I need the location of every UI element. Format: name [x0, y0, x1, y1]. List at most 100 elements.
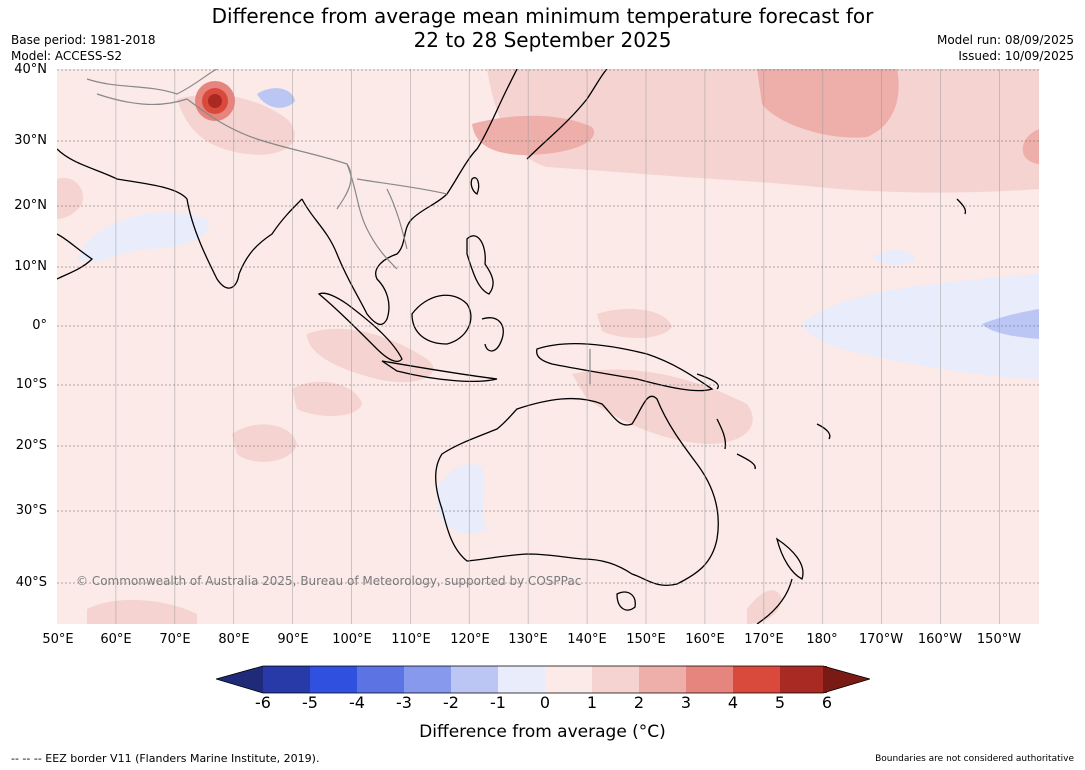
colorbar-label: 4 [727, 693, 739, 712]
coastline-sulawesi [481, 317, 504, 352]
anomaly-region-tasman [747, 590, 782, 624]
lon-label-150w: 150°W [976, 632, 1022, 647]
anomaly-region-arabia [57, 177, 83, 219]
colorbar-label: 1 [586, 693, 598, 712]
anomaly-hotspot-inner [208, 94, 222, 108]
coastline-australia [434, 395, 719, 586]
model-run: Model run: 08/09/2025 [936, 33, 1074, 47]
coastline-solomon-islands [696, 373, 719, 390]
coastline-india [57, 148, 303, 289]
colorbar-swatch [780, 666, 827, 693]
border-china-south [356, 178, 448, 195]
lat-label-equator: 0° [32, 318, 47, 333]
anomaly-region-sumatra [307, 328, 434, 383]
anomaly-region-australia-cool [437, 464, 487, 534]
colorbar-label: 5 [774, 693, 786, 712]
anomaly-region-tibet-cool [257, 88, 295, 108]
colorbar-title: Difference from average (°C) [419, 722, 666, 742]
colorbar-swatch [357, 666, 404, 693]
colorbar-label: -6 [255, 693, 271, 712]
map-canvas [57, 69, 1039, 624]
colorbar-label: -3 [396, 693, 412, 712]
coastline-new-zealand-south [756, 578, 793, 624]
anomaly-region-hawaii-cool [872, 250, 915, 265]
lat-label-20s: 20°S [15, 438, 47, 453]
border-indochina [386, 188, 408, 250]
lon-label-110e: 110°E [391, 632, 431, 647]
colorbar-swatch [263, 666, 310, 693]
border-myanmar [346, 163, 398, 270]
colorbar-swatch [733, 666, 780, 693]
title-line-1: Difference from average mean minimum tem… [211, 4, 874, 28]
anomaly-region-south-west [87, 599, 197, 624]
lat-label-40n: 40°N [14, 62, 47, 77]
coastlines [57, 69, 967, 624]
lon-label-180: 180° [806, 632, 838, 647]
coastline-new-caledonia [736, 453, 756, 470]
lon-label-70e: 70°E [159, 632, 191, 647]
coastline-vanuatu [716, 418, 727, 450]
anomaly-region-pacific-equator [597, 308, 672, 339]
colorbar-swatch [639, 666, 686, 693]
coastline-arabia [57, 233, 94, 280]
anomaly-region-indian-ocean [292, 381, 362, 416]
map-title: Difference from average mean minimum tem… [0, 4, 1085, 52]
anomaly-region-central-pacific-cool [802, 274, 1039, 379]
anomaly-region-indian-ocean-south [232, 424, 297, 462]
coastline-tasmania [616, 591, 636, 611]
colorbar-label: -4 [349, 693, 365, 712]
coastline-taiwan [470, 177, 480, 195]
lon-label-170w: 170°W [858, 632, 904, 647]
lon-label-160e: 160°E [685, 632, 725, 647]
lon-label-150e: 150°E [626, 632, 666, 647]
lon-label-100e: 100°E [332, 632, 372, 647]
colorbar-label: 6 [821, 693, 833, 712]
meta-left: Base period: 1981-2018 Model: ACCESS-S2 [11, 32, 156, 64]
colorbar-label: -1 [490, 693, 506, 712]
colorbar-extend-high [823, 666, 870, 693]
colorbar-swatch [310, 666, 357, 693]
colorbar-label: 0 [539, 693, 551, 712]
lat-label-40s: 40°S [15, 575, 47, 590]
colorbar-swatch [498, 666, 545, 693]
anomaly-region-east-pacific-strong [1022, 129, 1039, 164]
boundary-disclaimer: Boundaries are not considered authoritat… [875, 754, 1074, 764]
lat-label-30s: 30°S [15, 503, 47, 518]
colorbar-swatch [545, 666, 592, 693]
coastline-philippines [466, 235, 494, 295]
colorbar-label: 3 [680, 693, 692, 712]
lon-label-130e: 130°E [508, 632, 548, 647]
colorbar-swatch [592, 666, 639, 693]
colorbar-swatch [404, 666, 451, 693]
coastline-java [381, 360, 498, 382]
colorbar-outline [216, 665, 870, 694]
copyright-notice: © Commonwealth of Australia 2025, Bureau… [76, 574, 582, 588]
lon-label-170e: 170°E [744, 632, 784, 647]
anomaly-region-arabian-sea-cool [77, 212, 209, 263]
lat-label-20n: 20°N [14, 198, 47, 213]
coastline-new-guinea [536, 342, 714, 392]
temperature-anomaly-map: © Commonwealth of Australia 2025, Bureau… [57, 69, 1039, 624]
lon-label-140e: 140°E [567, 632, 607, 647]
coastline-southeast-asia [301, 69, 518, 326]
anomaly-region-japan-strong [472, 115, 595, 155]
coastline-fiji [816, 423, 831, 440]
border-central-asia [86, 69, 218, 95]
lat-label-10n: 10°N [14, 259, 47, 274]
base-period: Base period: 1981-2018 [11, 33, 156, 47]
issued-date: Issued: 10/09/2025 [958, 49, 1074, 63]
lon-label-120e: 120°E [450, 632, 490, 647]
coastline-borneo [411, 294, 472, 345]
meta-right: Model run: 08/09/2025 Issued: 10/09/2025 [937, 32, 1074, 64]
anomaly-region-north-pacific-strong [757, 69, 899, 138]
anomaly-region-pacific-cool-strong [982, 309, 1039, 339]
title-line-2: 22 to 28 September 2025 [413, 28, 672, 52]
lon-label-160w: 160°W [917, 632, 963, 647]
lat-label-30n: 30°N [14, 133, 47, 148]
anomaly-region-new-guinea [572, 369, 753, 444]
border-pakistan [96, 93, 188, 106]
eez-border-legend: -- -- -- EEZ border V11 (Flanders Marine… [11, 752, 320, 765]
coastline-hawaii [956, 198, 967, 215]
colorbar-swatch [451, 666, 498, 693]
lon-label-60e: 60°E [100, 632, 132, 647]
